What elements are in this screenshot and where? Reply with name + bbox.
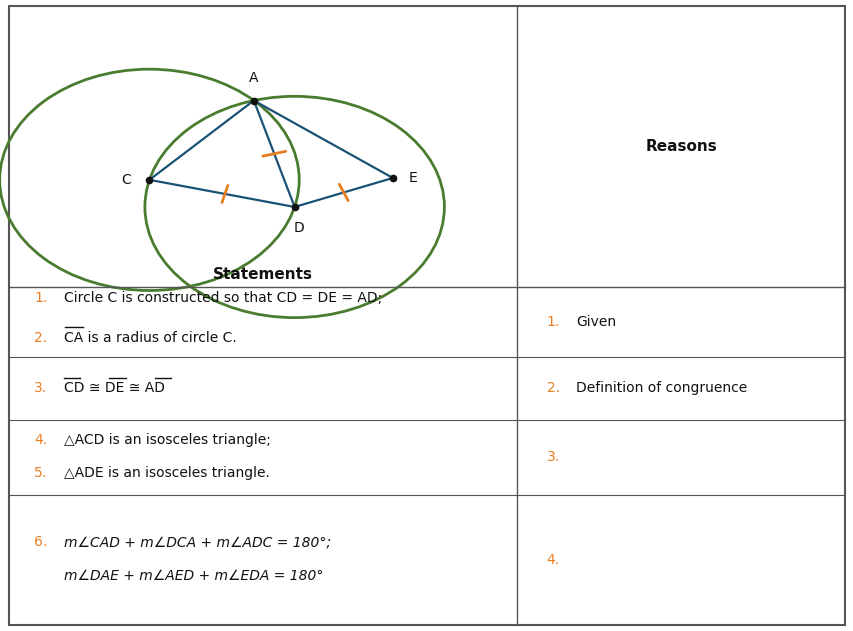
- Text: 4.: 4.: [34, 433, 47, 447]
- Text: 3.: 3.: [34, 381, 47, 395]
- Text: m∠DAE + m∠AED + m∠EDA = 180°: m∠DAE + m∠AED + m∠EDA = 180°: [64, 569, 323, 583]
- Text: 3.: 3.: [546, 451, 559, 464]
- Text: 1.: 1.: [546, 315, 560, 329]
- Text: 6.: 6.: [34, 535, 48, 550]
- Text: 2.: 2.: [546, 381, 559, 395]
- Text: 2.: 2.: [34, 331, 47, 345]
- Text: A: A: [249, 71, 258, 85]
- Text: 5.: 5.: [34, 466, 47, 480]
- Text: Given: Given: [576, 315, 616, 329]
- Text: CD ≅ DE ≅ AD: CD ≅ DE ≅ AD: [64, 381, 165, 395]
- Text: Statements: Statements: [212, 267, 312, 282]
- Text: D: D: [293, 221, 304, 235]
- Text: CA is a radius of circle C.: CA is a radius of circle C.: [64, 331, 236, 345]
- Text: Definition of congruence: Definition of congruence: [576, 381, 747, 395]
- Text: m∠CAD + m∠DCA + m∠ADC = 180°;: m∠CAD + m∠DCA + m∠ADC = 180°;: [64, 535, 331, 550]
- Text: 4.: 4.: [546, 553, 559, 567]
- Text: C: C: [121, 173, 131, 187]
- Text: 1.: 1.: [34, 291, 48, 305]
- Text: Circle C is constructed so that CD = DE = AD;: Circle C is constructed so that CD = DE …: [64, 291, 382, 305]
- Text: E: E: [408, 171, 416, 185]
- Text: △ACD is an isosceles triangle;: △ACD is an isosceles triangle;: [64, 433, 270, 447]
- Text: △ADE is an isosceles triangle.: △ADE is an isosceles triangle.: [64, 466, 270, 480]
- Text: Reasons: Reasons: [644, 139, 717, 154]
